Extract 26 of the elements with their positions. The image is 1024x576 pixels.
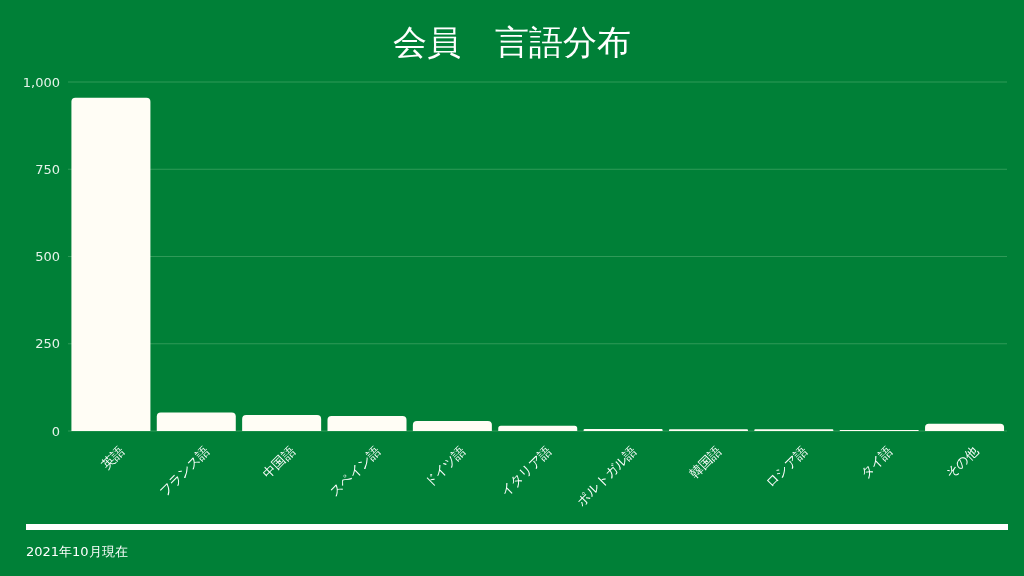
bar — [242, 414, 322, 431]
bar — [156, 412, 236, 431]
y-tick-label: 0 — [51, 423, 60, 439]
x-tick-label: タイ語 — [857, 442, 896, 482]
x-tick-label: ポルトガル語 — [573, 442, 640, 509]
x-tick-label: 中国語 — [259, 442, 298, 482]
bar — [498, 425, 578, 431]
bar — [925, 423, 1005, 431]
x-tick-label: イタリア語 — [497, 442, 555, 500]
bar — [583, 428, 663, 431]
y-tick-label: 750 — [35, 161, 60, 177]
x-tick-label: その他 — [942, 442, 981, 482]
x-tick-label: スペイン語 — [326, 442, 384, 500]
y-tick-label: 500 — [35, 249, 60, 265]
x-tick-label: 英語 — [98, 442, 128, 472]
text: 2021年10月現在 — [26, 543, 128, 561]
x-tick-label: ロシア語 — [762, 442, 811, 491]
y-tick-label: 250 — [35, 336, 60, 352]
bar — [71, 97, 151, 431]
bar — [327, 415, 407, 431]
x-tick-label: 韓国語 — [686, 442, 725, 482]
x-tick-label: フランス語 — [156, 442, 213, 500]
bar — [412, 420, 492, 431]
x-tick-label: ドイツ語 — [421, 442, 469, 491]
chart-title: 会員 言語分布 — [392, 21, 632, 64]
y-tick-label: 1,000 — [22, 74, 60, 90]
